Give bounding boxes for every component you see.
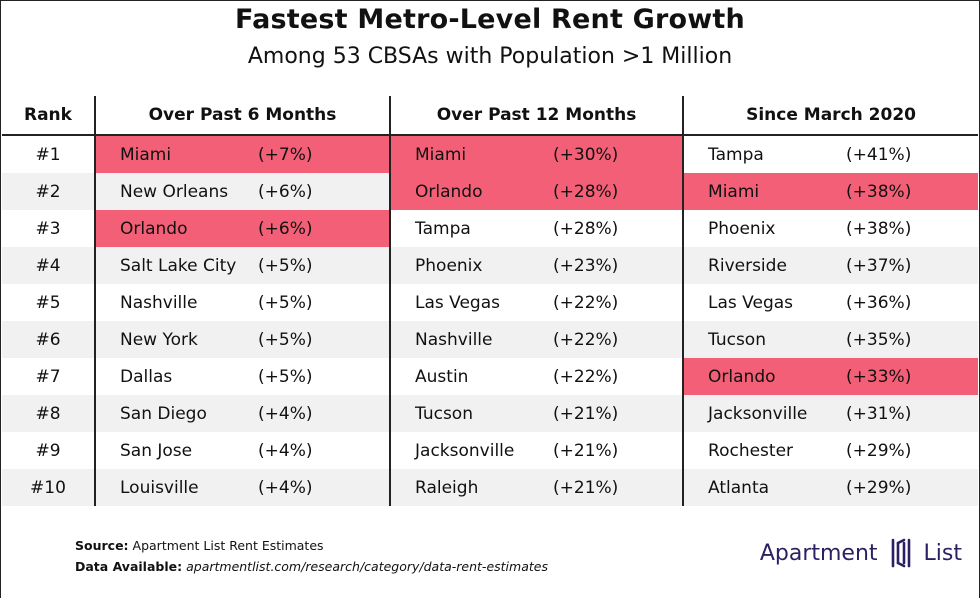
c2-pct-cell: (+22%): [545, 321, 684, 358]
header-6-months: Over Past 6 Months: [93, 96, 391, 136]
c2-city-cell: Jacksonville: [389, 432, 546, 469]
c1-pct-cell: (+5%): [258, 366, 313, 387]
table-row: #8 San Diego (+4%) Tucson (+21%) Jacksonville…: [2, 395, 979, 432]
c2-pct-cell: (+23%): [545, 247, 684, 284]
c2-city-cell: Miami: [389, 135, 546, 173]
source-label: Source:: [75, 538, 129, 553]
data-available-url[interactable]: apartmentlist.com/research/category/data…: [186, 559, 548, 574]
c3-pct-cell: (+38%): [838, 173, 979, 210]
c2-city-cell: Austin: [389, 358, 546, 395]
rank-cell: #3: [35, 218, 61, 239]
c3-city-cell: Tampa: [682, 135, 839, 173]
c3-city-cell: Atlanta: [682, 469, 839, 506]
c2-pct-cell: (+28%): [553, 218, 619, 239]
c3-pct-cell: (+37%): [838, 247, 979, 284]
rank-cell: #7: [35, 366, 61, 387]
c3-city-cell: Orlando: [682, 358, 839, 395]
table-row: #4 Salt Lake City (+5%) Phoenix (+23%) Rivers…: [2, 247, 979, 284]
c2-city-cell: Nashville: [389, 321, 546, 358]
rank-cell: #4: [2, 247, 95, 284]
table-row: #1 Miami (+7%) Miami (+30%) Tampa (+41%): [2, 135, 978, 173]
rank-cell: #10: [2, 469, 95, 506]
data-available-label: Data Available:: [75, 559, 183, 574]
logo-word-apartment: Apartment: [759, 540, 878, 566]
c2-city-cell: Orlando: [389, 173, 546, 210]
c1-city-cell: San Jose: [94, 432, 250, 469]
rank-cell: #2: [2, 173, 95, 210]
rent-growth-table: Rank Over Past 6 Months Over Past 12 Mon…: [2, 96, 979, 506]
source-note: Source: Apartment List Rent Estimates: [75, 538, 324, 553]
c2-pct-cell: (+30%): [545, 135, 684, 173]
table-row: #6 New York (+5%) Nashville (+22%) Tucson (+35…: [2, 321, 979, 358]
table-row: #2 New Orleans (+6%) Orlando (+28%) Miami (+38…: [2, 173, 979, 210]
page-title: Fastest Metro-Level Rent Growth: [235, 4, 745, 35]
c3-pct-cell: (+31%): [838, 395, 979, 432]
c2-city-cell: Las Vegas: [389, 284, 546, 321]
data-available-note: Data Available: apartmentlist.com/resear…: [75, 559, 548, 574]
table-row: #10 Louisville (+4%) Raleigh (+21%) Atlanta (+…: [2, 469, 979, 506]
c3-city-cell: Riverside: [682, 247, 839, 284]
c1-pct-cell: (+5%): [250, 247, 391, 284]
rank-cell: #8: [2, 395, 95, 432]
header-since-march-2020: Since March 2020: [682, 96, 979, 136]
c3-pct-cell: (+29%): [846, 440, 912, 461]
c2-city-cell: Tucson: [389, 395, 546, 432]
c1-pct-cell: (+6%): [250, 173, 391, 210]
c2-pct-cell: (+21%): [545, 395, 684, 432]
table-row: #9 San Jose (+4%) Jacksonville (+21%) Rochest…: [2, 432, 978, 469]
c3-city-cell: Phoenix: [682, 210, 839, 247]
c3-pct-cell: (+35%): [838, 321, 979, 358]
source-text: Apartment List Rent Estimates: [132, 538, 324, 553]
c1-pct-cell: (+6%): [250, 210, 391, 247]
c1-city-cell: New Orleans: [94, 173, 250, 210]
c1-city-cell: Dallas: [94, 358, 250, 395]
c2-pct-cell: (+21%): [553, 440, 619, 461]
c1-city-cell: Nashville: [94, 284, 250, 321]
c3-pct-cell: (+36%): [846, 292, 912, 313]
rank-cell: #5: [35, 292, 61, 313]
c1-pct-cell: (+7%): [250, 135, 391, 173]
apartment-list-logo: Apartment List: [760, 533, 962, 573]
c2-city-cell: Raleigh: [389, 469, 546, 506]
c3-pct-cell: (+41%): [846, 144, 912, 165]
c1-city-cell: Salt Lake City: [94, 247, 250, 284]
c1-city-cell: Miami: [94, 135, 250, 173]
c1-pct-cell: (+4%): [250, 395, 391, 432]
table-row: #7 Dallas (+5%) Austin (+22%) Orlando (+33%): [2, 358, 979, 395]
rank-cell: #9: [35, 440, 61, 461]
c2-pct-cell: (+22%): [553, 366, 619, 387]
c3-pct-cell: (+38%): [846, 218, 912, 239]
c1-pct-cell: (+5%): [258, 292, 313, 313]
c1-city-cell: San Diego: [94, 395, 250, 432]
c3-city-cell: Las Vegas: [682, 284, 839, 321]
c3-city-cell: Tucson: [682, 321, 839, 358]
c2-city-cell: Phoenix: [389, 247, 546, 284]
apartment-list-logo-icon: [884, 536, 918, 570]
header-row: Rank Over Past 6 Months Over Past 12 Mon…: [2, 96, 979, 136]
c2-city-cell: Tampa: [389, 210, 546, 247]
c1-pct-cell: (+5%): [250, 321, 391, 358]
header-rank: Rank: [2, 96, 95, 136]
header-12-months: Over Past 12 Months: [389, 96, 684, 136]
c3-city-cell: Jacksonville: [682, 395, 839, 432]
page-subtitle: Among 53 CBSAs with Population >1 Millio…: [247, 44, 733, 69]
c1-city-cell: Louisville: [94, 469, 250, 506]
rank-cell: #1: [35, 144, 61, 165]
c2-pct-cell: (+21%): [545, 469, 684, 506]
c1-city-cell: New York: [94, 321, 250, 358]
table-row: #5 Nashville (+5%) Las Vegas (+22%) Las Vegas…: [2, 284, 978, 321]
c1-pct-cell: (+4%): [258, 440, 313, 461]
logo-word-list: List: [923, 540, 962, 566]
rank-cell: #6: [2, 321, 95, 358]
c3-city-cell: Rochester: [682, 432, 839, 469]
c1-city-cell: Orlando: [94, 210, 250, 247]
table-row: #3 Orlando (+6%) Tampa (+28%) Phoenix (+38%): [2, 210, 978, 247]
c3-pct-cell: (+33%): [838, 358, 979, 395]
c2-pct-cell: (+28%): [545, 173, 684, 210]
c3-pct-cell: (+29%): [838, 469, 979, 506]
c2-pct-cell: (+22%): [553, 292, 619, 313]
c1-pct-cell: (+4%): [250, 469, 391, 506]
c3-city-cell: Miami: [682, 173, 839, 210]
